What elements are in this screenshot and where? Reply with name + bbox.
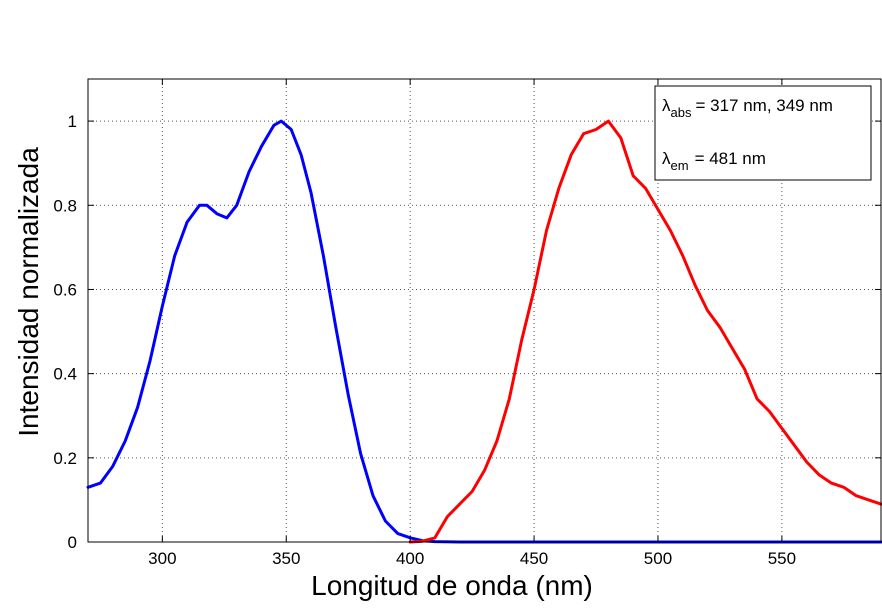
annotation-box: λabs = 317 nm, 349 nm λem = 481 nm bbox=[654, 85, 872, 181]
plot-frame bbox=[87, 78, 882, 543]
em-symbol: λ bbox=[662, 149, 671, 168]
annotation-em: λem = 481 nm bbox=[662, 149, 766, 173]
abs-symbol: λ bbox=[662, 96, 671, 115]
y-tick-label: 1 bbox=[68, 112, 77, 131]
grid bbox=[88, 79, 881, 542]
ticks: 300 350 400 450 500 550 0 0.2 0.4 0.6 0.8 1 bbox=[53, 79, 881, 568]
y-tick-label: 0.2 bbox=[53, 449, 77, 468]
x-tick-label: 550 bbox=[768, 549, 796, 568]
annotation-abs: λabs = 317 nm, 349 nm bbox=[662, 96, 833, 120]
em-value: = 481 nm bbox=[695, 149, 766, 168]
y-tick-label: 0.4 bbox=[53, 365, 77, 384]
y-tick-label: 0 bbox=[68, 533, 77, 552]
abs-value: = 317 nm, 349 nm bbox=[695, 96, 833, 115]
y-axis-title: Intensidad normalizada bbox=[13, 147, 44, 437]
y-tick-label: 0.8 bbox=[53, 196, 77, 215]
em-subscript: em bbox=[671, 158, 689, 173]
x-axis-title: Longitud de onda (nm) bbox=[311, 570, 593, 601]
x-tick-label: 400 bbox=[396, 549, 424, 568]
x-tick-label: 350 bbox=[272, 549, 300, 568]
y-tick-label: 0.6 bbox=[53, 280, 77, 299]
x-tick-label: 300 bbox=[148, 549, 176, 568]
plot-lines bbox=[86, 119, 882, 544]
x-tick-label: 450 bbox=[520, 549, 548, 568]
emission-series-line bbox=[408, 119, 882, 544]
annotation-box-frame bbox=[654, 85, 872, 181]
abs-subscript: abs bbox=[671, 105, 692, 120]
x-tick-label: 500 bbox=[644, 549, 672, 568]
